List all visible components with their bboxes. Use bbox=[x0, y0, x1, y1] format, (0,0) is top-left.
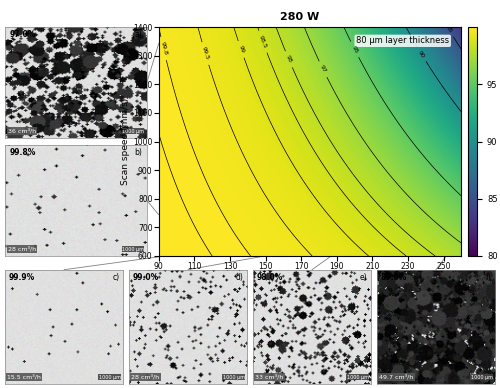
Text: 1000 µm: 1000 µm bbox=[122, 246, 144, 251]
Text: 98: 98 bbox=[285, 55, 293, 64]
Text: 95: 95 bbox=[350, 45, 359, 54]
Text: 1000 µm: 1000 µm bbox=[346, 374, 368, 379]
Text: 99.8: 99.8 bbox=[160, 41, 168, 56]
Text: 85: 85 bbox=[444, 25, 453, 34]
Text: 1000 µm: 1000 µm bbox=[98, 374, 120, 379]
Text: 90: 90 bbox=[417, 49, 426, 59]
Y-axis label: Scan speed (mm/s): Scan speed (mm/s) bbox=[122, 98, 130, 185]
Text: d): d) bbox=[236, 273, 244, 282]
Text: 89.0%: 89.0% bbox=[380, 273, 407, 282]
Text: a): a) bbox=[135, 31, 142, 40]
Text: 1000 µm: 1000 µm bbox=[470, 374, 492, 379]
Text: 98.5: 98.5 bbox=[258, 35, 268, 49]
Text: 99.9%: 99.9% bbox=[8, 273, 35, 282]
Text: 49.7 cm³/h: 49.7 cm³/h bbox=[380, 374, 414, 379]
Text: c): c) bbox=[112, 273, 119, 282]
Text: 1000 µm: 1000 µm bbox=[122, 129, 144, 134]
Text: 99.5: 99.5 bbox=[201, 46, 210, 61]
Text: 1000 µm: 1000 µm bbox=[222, 374, 244, 379]
Text: 33 cm³/h: 33 cm³/h bbox=[256, 374, 283, 379]
Text: f): f) bbox=[486, 273, 492, 282]
Text: b): b) bbox=[134, 148, 142, 157]
Text: 28 cm³/h: 28 cm³/h bbox=[132, 374, 160, 379]
Text: 97.0%: 97.0% bbox=[10, 31, 36, 40]
X-axis label: Hatch distance (μm): Hatch distance (μm) bbox=[264, 274, 356, 283]
Text: 80 μm layer thickness: 80 μm layer thickness bbox=[356, 36, 450, 45]
Text: 280 W: 280 W bbox=[280, 12, 320, 22]
Text: 99.8%: 99.8% bbox=[10, 148, 36, 157]
Text: 99: 99 bbox=[238, 45, 245, 54]
Text: 98.0%: 98.0% bbox=[256, 273, 283, 282]
Text: e): e) bbox=[360, 273, 368, 282]
Text: 97: 97 bbox=[319, 64, 327, 74]
Text: 15.5 cm³/h: 15.5 cm³/h bbox=[8, 374, 41, 379]
Text: 99.0%: 99.0% bbox=[132, 273, 159, 282]
Text: 36 cm³/h: 36 cm³/h bbox=[8, 128, 36, 134]
Text: 28 cm³/h: 28 cm³/h bbox=[8, 246, 36, 251]
